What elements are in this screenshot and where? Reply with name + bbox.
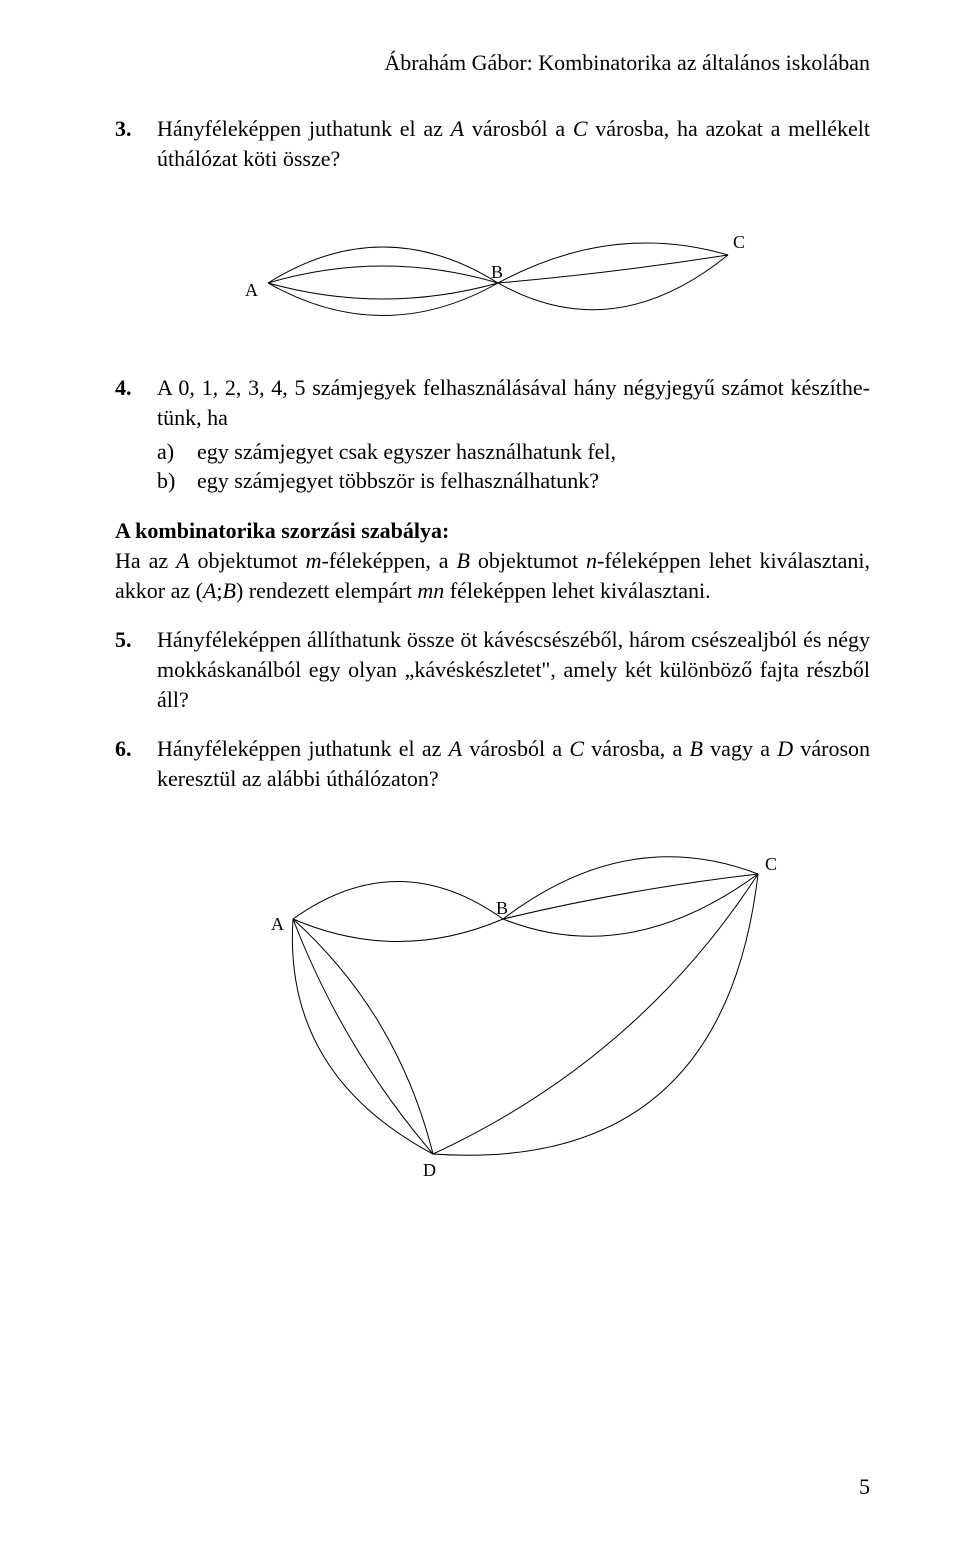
diagram-abc-label-b: B [491,262,503,282]
problem-4-lead: A 0, 1, 2, 3, 4, 5 számjegyek felhasznál… [157,373,870,432]
diagram-abcd-label-d: D [423,1160,436,1180]
problem-3-text: Hányféleképpen juthatunk el az A városbó… [157,114,870,173]
problem-4-item-b: b) egy számjegyet többször is felhasznál… [157,466,870,496]
diagram-abcd-label-c: C [765,854,777,874]
diagram-abcd-label-a: A [271,914,284,934]
page-number: 5 [859,1474,870,1500]
diagram-abc: A B C [115,193,870,343]
problem-6: 6. Hányféleképpen juthatunk el az A váro… [115,734,870,793]
diagram-abc-label-a: A [245,280,258,300]
problem-6-text: Hányféleképpen juthatunk el az A városbó… [157,734,870,793]
diagram-abcd: A B C D [115,814,870,1184]
multiplication-rule: A kombinatorika szorzási szabálya: Ha az… [115,516,870,605]
problem-4-body: A 0, 1, 2, 3, 4, 5 számjegyek felhasznál… [157,373,870,496]
diagram-abc-svg: A B C [233,193,753,343]
rule-body: Ha az A objektumot m-féleképpen, a B obj… [115,546,870,605]
problem-5-number: 5. [115,625,157,714]
problem-3-number: 3. [115,114,157,173]
problem-4: 4. A 0, 1, 2, 3, 4, 5 számjegyek felhasz… [115,373,870,496]
rule-title: A kombinatorika szorzási szabálya: [115,516,870,546]
problem-5-text: Hányféleképpen állíthatunk össze öt kávé… [157,625,870,714]
diagram-abcd-svg: A B C D [193,814,793,1184]
problem-3: 3. Hányféleképpen juthatunk el az A váro… [115,114,870,173]
problem-4-number: 4. [115,373,157,496]
diagram-abc-label-c: C [733,232,745,252]
problem-5: 5. Hányféleképpen állíthatunk össze öt k… [115,625,870,714]
page-header: Ábrahám Gábor: Kombinatorika az általáno… [115,50,870,76]
problem-4-item-a: a) egy számjegyet csak egyszer használha… [157,437,870,467]
diagram-abcd-label-b: B [496,898,508,918]
problem-6-number: 6. [115,734,157,793]
